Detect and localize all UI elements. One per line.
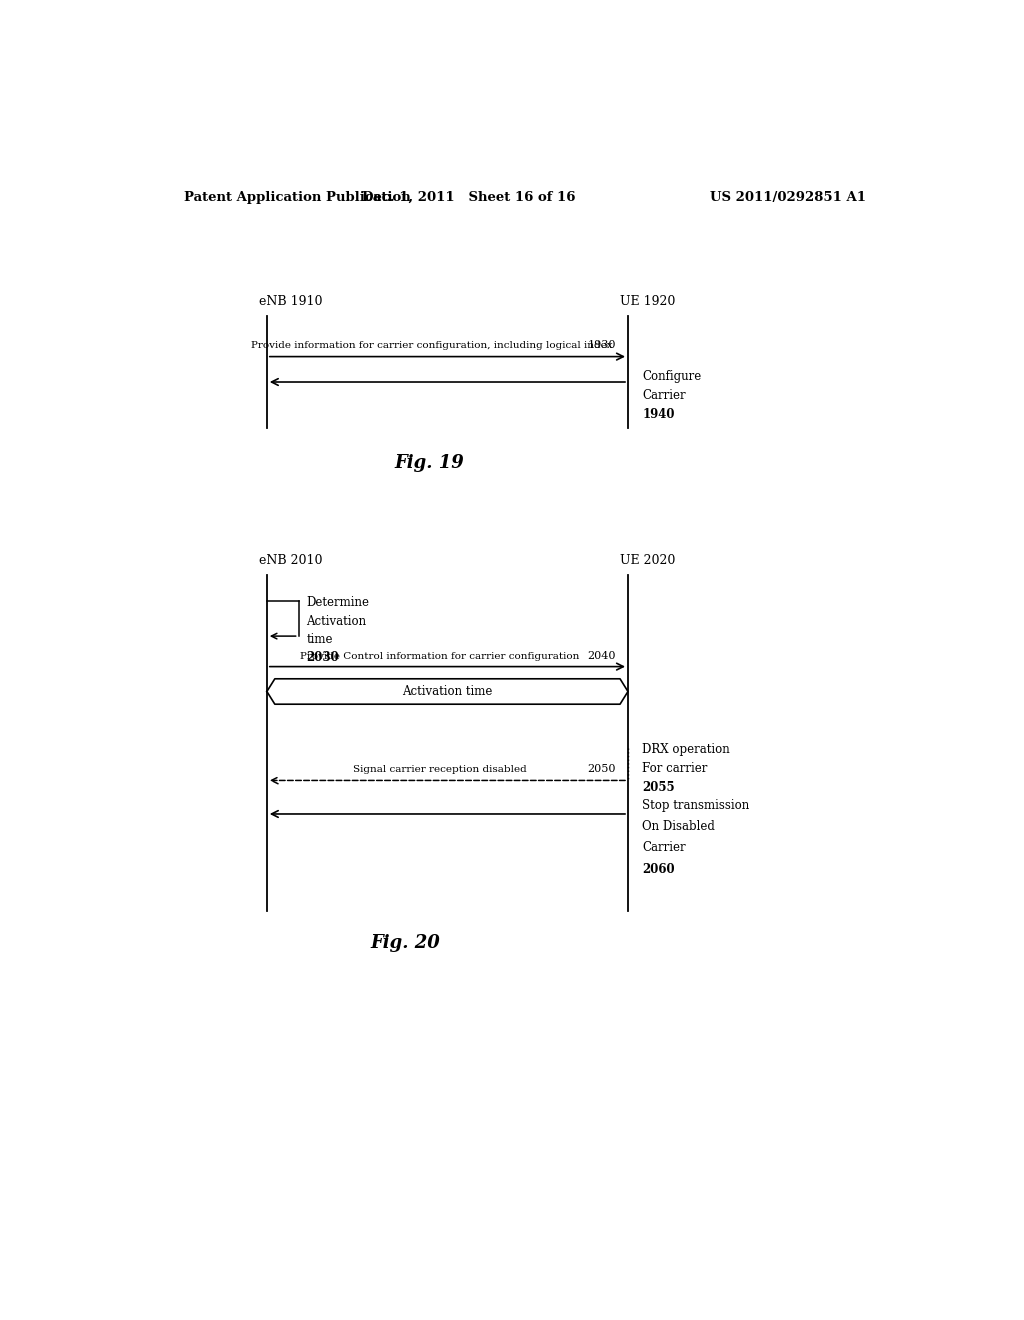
Text: eNB 2010: eNB 2010 — [259, 554, 323, 568]
Text: Determine: Determine — [306, 597, 370, 610]
Text: Configure: Configure — [642, 370, 701, 383]
Text: eNB 1910: eNB 1910 — [259, 294, 323, 308]
Text: Activation: Activation — [306, 615, 367, 628]
Text: Provide Control information for carrier configuration: Provide Control information for carrier … — [300, 652, 580, 660]
Text: 2055: 2055 — [642, 781, 675, 795]
Text: Dec. 1, 2011   Sheet 16 of 16: Dec. 1, 2011 Sheet 16 of 16 — [362, 190, 575, 203]
Text: Fig. 19: Fig. 19 — [394, 454, 465, 473]
Text: 2030: 2030 — [306, 651, 339, 664]
Text: Fig. 20: Fig. 20 — [371, 935, 440, 952]
Text: Signal carrier reception disabled: Signal carrier reception disabled — [352, 766, 526, 775]
Text: 2040: 2040 — [588, 651, 616, 660]
Text: Patent Application Publication: Patent Application Publication — [183, 190, 411, 203]
Text: Provide information for carrier configuration, including logical index: Provide information for carrier configur… — [251, 342, 612, 351]
Text: Stop transmission: Stop transmission — [642, 799, 750, 812]
Text: US 2011/0292851 A1: US 2011/0292851 A1 — [710, 190, 866, 203]
Text: Activation time: Activation time — [402, 685, 493, 698]
Text: DRX operation: DRX operation — [642, 743, 730, 756]
Text: For carrier: For carrier — [642, 762, 708, 775]
Text: UE 2020: UE 2020 — [620, 554, 676, 568]
Text: 2060: 2060 — [642, 863, 675, 875]
Text: UE 1920: UE 1920 — [620, 294, 676, 308]
Text: On Disabled: On Disabled — [642, 820, 715, 833]
Text: time: time — [306, 634, 333, 645]
Text: 2050: 2050 — [588, 764, 616, 775]
Text: 1930: 1930 — [588, 341, 616, 351]
Text: Carrier: Carrier — [642, 841, 686, 854]
Text: Carrier: Carrier — [642, 389, 686, 403]
Text: 1940: 1940 — [642, 408, 675, 421]
